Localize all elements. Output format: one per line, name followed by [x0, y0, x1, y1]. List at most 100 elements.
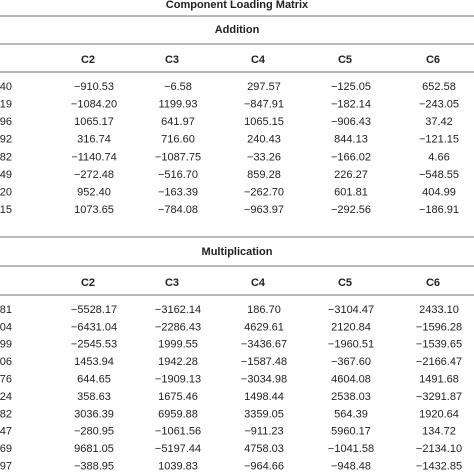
cell: −963.97	[244, 204, 284, 216]
cell: 859.28	[247, 169, 281, 181]
column-header: C5	[338, 277, 352, 289]
cell: 2433.10	[419, 304, 459, 316]
cell: −3104.47	[328, 304, 374, 316]
cell: 1065.15	[244, 116, 284, 128]
cell: −2545.53	[71, 339, 117, 351]
column-header: C5	[338, 54, 352, 66]
cell: −2286.43	[155, 321, 201, 333]
table-title: Component Loading Matrix	[166, 0, 309, 11]
cell: 226.81	[0, 304, 12, 316]
cell: −262.70	[244, 187, 284, 199]
cell: 4604.08	[331, 374, 371, 386]
cell: 4629.61	[244, 321, 284, 333]
cell: 134.72	[422, 426, 456, 438]
cell: 713.04	[0, 321, 12, 333]
cell: 1453.94	[74, 356, 114, 368]
cell: 1065.17	[74, 116, 114, 128]
cell: 50.19	[0, 99, 12, 111]
cell: −5197.44	[155, 443, 201, 455]
cell: 652.58	[422, 81, 456, 93]
cell: 5960.17	[331, 426, 371, 438]
cell: 952.40	[77, 187, 111, 199]
cell: −367.60	[331, 356, 371, 368]
cell: 466.06	[0, 356, 12, 368]
cell: 186.70	[247, 304, 281, 316]
cell: −1539.65	[416, 339, 462, 351]
cell: 1999.55	[158, 339, 198, 351]
cell: 1942.28	[158, 356, 198, 368]
cell: −1084.20	[71, 99, 117, 111]
cell: −166.02	[331, 151, 371, 163]
cell: −784.08	[158, 204, 198, 216]
cell: 1498.44	[244, 391, 284, 403]
cell: −6431.04	[71, 321, 117, 333]
cell: −243.05	[419, 99, 459, 111]
cell: −125.05	[331, 81, 371, 93]
cell: −847.91	[244, 99, 284, 111]
cell: 3036.39	[74, 408, 114, 420]
cell: 79.49	[0, 169, 12, 181]
cell: 226.27	[334, 169, 368, 181]
column-header: C2	[81, 54, 95, 66]
cell: −1087.75	[155, 151, 201, 163]
cell: 34.92	[0, 134, 12, 146]
cell: 641.97	[161, 116, 195, 128]
cell: −1909.13	[155, 374, 201, 386]
cell: 47.82	[0, 408, 12, 420]
cell: −1587.48	[241, 356, 287, 368]
cell: 6959.88	[158, 408, 198, 420]
cell: −272.48	[74, 169, 114, 181]
cell: 1920.64	[419, 408, 459, 420]
cell: −3162.14	[155, 304, 201, 316]
cell: 382.24	[0, 391, 12, 403]
cell: 37.96	[0, 116, 12, 128]
column-header: C3	[165, 54, 179, 66]
cell: −5528.17	[71, 304, 117, 316]
cell: −548.55	[419, 169, 459, 181]
cell: −964.66	[244, 461, 284, 473]
cell: −516.70	[158, 169, 198, 181]
cell: −163.39	[158, 187, 198, 199]
cell: −3436.67	[241, 339, 287, 351]
cell: −388.95	[74, 461, 114, 473]
column-header: C6	[426, 277, 440, 289]
column-header: C4	[251, 54, 266, 66]
cell: −948.48	[331, 461, 371, 473]
cell: 297.57	[247, 81, 281, 93]
section-title: Addition	[215, 24, 260, 36]
cell: −33.26	[247, 151, 281, 163]
cell: 37.42	[425, 116, 453, 128]
cell: −3034.98	[241, 374, 287, 386]
cell: −121.15	[419, 134, 459, 146]
cell: 594.69	[0, 443, 12, 455]
cell: 3359.05	[244, 408, 284, 420]
cell: 1.97	[0, 461, 12, 473]
cell: 1675.46	[158, 391, 198, 403]
column-header: C2	[81, 277, 95, 289]
cell: −292.56	[331, 204, 371, 216]
cell: 359.47	[0, 426, 12, 438]
cell: 240.43	[247, 134, 281, 146]
cell: −186.91	[419, 204, 459, 216]
cell: 601.81	[334, 187, 368, 199]
cell: 564.39	[334, 408, 368, 420]
cell: −910.53	[74, 81, 114, 93]
cell: −1041.58	[328, 443, 374, 455]
cell: 2538.03	[331, 391, 371, 403]
cell: 496.82	[0, 151, 12, 163]
column-header: C4	[251, 277, 266, 289]
cell: −1140.74	[71, 151, 116, 163]
cell: 4758.03	[244, 443, 284, 455]
cell: 1073.65	[74, 204, 114, 216]
section-title: Multiplication	[202, 246, 273, 258]
cell: 569.99	[0, 339, 12, 351]
cell: 9681.05	[74, 443, 114, 455]
cell: 716.60	[161, 134, 195, 146]
cell: −2166.47	[416, 356, 462, 368]
cell: −1596.28	[416, 321, 462, 333]
cell: −1960.51	[328, 339, 374, 351]
cell: −1061.56	[155, 426, 201, 438]
cell: −182.14	[331, 99, 371, 111]
cell: −280.95	[74, 426, 114, 438]
